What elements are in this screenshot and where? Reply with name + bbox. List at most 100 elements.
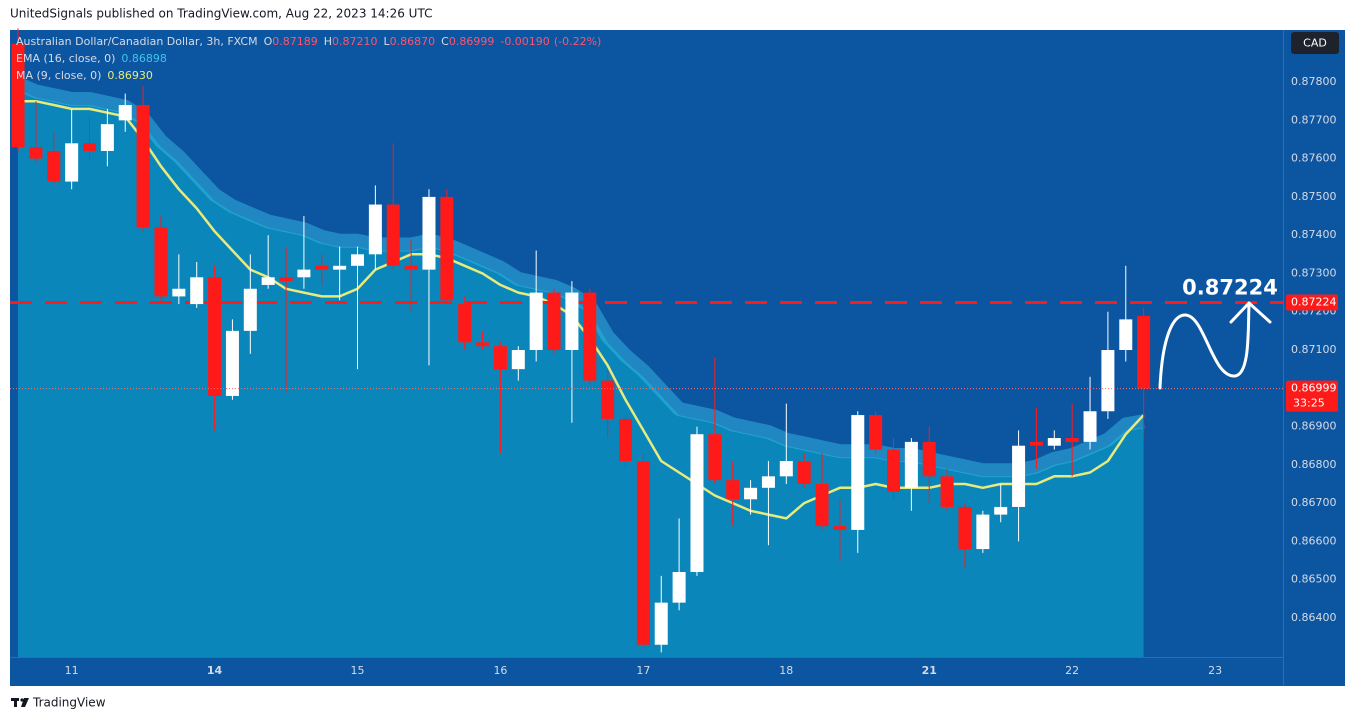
candle-body bbox=[404, 265, 418, 270]
candle-body bbox=[887, 449, 901, 492]
candle-body bbox=[1101, 350, 1115, 412]
legend-part: 0.86930 bbox=[107, 69, 153, 82]
y-tick-label: 0.86700 bbox=[1291, 496, 1337, 509]
last-price-tag bbox=[1286, 380, 1338, 412]
legend-part: EMA (16, close, 0) bbox=[16, 52, 115, 65]
y-tick-label: 0.87600 bbox=[1291, 152, 1337, 165]
x-tick-label: 15 bbox=[351, 664, 365, 677]
candle-body bbox=[511, 350, 525, 370]
tradingview-logo bbox=[11, 698, 29, 707]
candle-body bbox=[779, 461, 793, 477]
ema-band bbox=[15, 77, 1145, 478]
currency-button[interactable] bbox=[1291, 32, 1339, 54]
y-tick-label: 0.87300 bbox=[1291, 266, 1337, 279]
legend-line: Australian Dollar/Canadian Dollar, 3h, F… bbox=[16, 35, 601, 48]
legend-part: 0.86898 bbox=[121, 52, 167, 65]
candle-body bbox=[279, 277, 293, 282]
candle-body bbox=[601, 380, 615, 419]
y-tick-label: 0.86900 bbox=[1291, 420, 1337, 433]
candle-body bbox=[351, 254, 365, 266]
y-tick-label: 0.87700 bbox=[1291, 113, 1337, 126]
candle-body bbox=[47, 150, 61, 182]
candle-body bbox=[422, 196, 436, 270]
y-tick-label: 0.87400 bbox=[1291, 228, 1337, 241]
plot: 0.87224 bbox=[10, 28, 1283, 657]
candle-body bbox=[208, 277, 222, 396]
x-tick-label: 22 bbox=[1065, 664, 1079, 677]
candle-body bbox=[333, 265, 347, 270]
candle-body bbox=[297, 269, 311, 278]
candle-body bbox=[136, 105, 150, 228]
legend-part: 0.86999 bbox=[449, 35, 495, 48]
candle-body bbox=[690, 434, 704, 573]
publish-header: UnitedSignals published on TradingView.c… bbox=[10, 7, 432, 21]
legend-part: L bbox=[384, 35, 391, 48]
candle-body bbox=[493, 346, 507, 370]
candle-body bbox=[1119, 319, 1133, 351]
candle-body bbox=[1065, 438, 1079, 442]
x-tick-label: 17 bbox=[636, 664, 650, 677]
candle-body bbox=[583, 292, 597, 381]
candle-body bbox=[386, 204, 400, 266]
candle-body bbox=[940, 476, 954, 507]
candle-body bbox=[261, 277, 275, 285]
candle-body bbox=[958, 506, 972, 550]
y-tick-label: 0.86800 bbox=[1291, 458, 1337, 471]
candle-body bbox=[243, 288, 257, 331]
candle-body bbox=[744, 487, 758, 500]
legend-part: (-0.22%) bbox=[554, 35, 602, 48]
candle-body bbox=[1012, 445, 1026, 507]
candle-body bbox=[672, 572, 686, 603]
y-tick-label: 0.87100 bbox=[1291, 343, 1337, 356]
candle-body bbox=[190, 277, 204, 305]
candle-body bbox=[976, 514, 990, 550]
candle-body bbox=[833, 526, 847, 530]
y-tick-label: 0.87500 bbox=[1291, 190, 1337, 203]
candle-body bbox=[458, 304, 472, 343]
legend-line: EMA (16, close, 0) 0.86898 bbox=[16, 52, 167, 65]
legend-part: 0.86870 bbox=[390, 35, 436, 48]
candle-body bbox=[619, 418, 633, 462]
candle-body bbox=[797, 461, 811, 484]
candle-body bbox=[529, 292, 543, 351]
legend-part: 0.87189 bbox=[272, 35, 318, 48]
footer-brand: TradingView bbox=[32, 696, 106, 710]
legend-part: MA (9, close, 0) bbox=[16, 69, 101, 82]
last-price-label: 0.86999 bbox=[1291, 382, 1337, 395]
candle-body bbox=[100, 124, 114, 151]
candle-body bbox=[869, 415, 883, 450]
x-tick-label: 21 bbox=[922, 664, 937, 677]
candle-body bbox=[65, 143, 79, 182]
candle-body bbox=[440, 196, 454, 301]
candle-body bbox=[922, 441, 936, 477]
x-tick-label: 16 bbox=[493, 664, 507, 677]
x-tick-label: 11 bbox=[65, 664, 79, 677]
candle-body bbox=[172, 288, 186, 297]
candle-body bbox=[1029, 441, 1043, 446]
currency-label[interactable]: CAD bbox=[1303, 37, 1327, 50]
candle-body bbox=[726, 480, 740, 500]
candle-body bbox=[761, 476, 775, 488]
target-price-tag bbox=[1286, 294, 1338, 311]
candle-body bbox=[368, 204, 382, 255]
y-tick-label: 0.87800 bbox=[1291, 75, 1337, 88]
candle-body bbox=[547, 292, 561, 351]
candle-body bbox=[654, 602, 668, 645]
candle-body bbox=[315, 265, 329, 270]
candle-body bbox=[11, 43, 25, 148]
legend-part: Australian Dollar/Canadian Dollar, 3h, F… bbox=[16, 35, 258, 48]
candle-body bbox=[29, 147, 43, 159]
ma-line bbox=[18, 99, 1145, 520]
candle-body bbox=[904, 441, 918, 488]
legend-part: -0.00190 bbox=[500, 35, 549, 48]
candle-body bbox=[565, 292, 579, 351]
candle-body bbox=[815, 483, 829, 527]
candle-body bbox=[636, 461, 650, 645]
y-tick-label: 0.86500 bbox=[1291, 573, 1337, 586]
x-tick-label: 18 bbox=[779, 664, 793, 677]
y-tick-label: 0.86400 bbox=[1291, 611, 1337, 624]
candle-body bbox=[154, 227, 168, 297]
legend-line: MA (9, close, 0) 0.86930 bbox=[16, 69, 153, 82]
